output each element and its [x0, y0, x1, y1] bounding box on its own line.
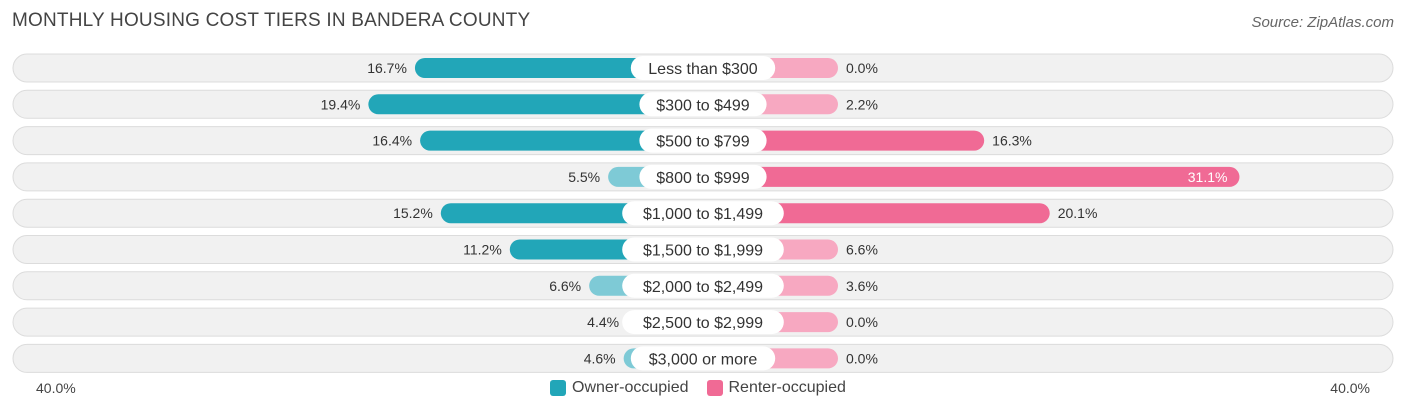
category-label: $1,500 to $1,999: [643, 243, 763, 260]
legend-owner-label: Owner-occupied: [572, 379, 689, 396]
legend-owner: Owner-occupied: [550, 379, 689, 397]
category-label-box: [639, 128, 767, 153]
legend-renter-label: Renter-occupied: [728, 379, 846, 396]
category-label-box: [622, 201, 784, 226]
owner-bar: [368, 94, 703, 115]
owner-value-label: 4.6%: [584, 350, 616, 366]
legend-renter: Renter-occupied: [706, 379, 846, 397]
category-label: $3,000 or more: [649, 351, 758, 368]
legend-renter-swatch: [706, 380, 723, 396]
category-label-box: [630, 56, 776, 80]
owner-bar: [420, 130, 703, 151]
category-label: $300 to $499: [656, 97, 750, 114]
category-label: $800 to $999: [656, 170, 750, 187]
renter-value-label: 2.2%: [846, 96, 878, 112]
renter-value-label: 0.0%: [846, 350, 878, 366]
owner-value-label: 15.2%: [393, 205, 433, 221]
owner-value-label: 16.4%: [372, 133, 412, 149]
renter-value-label: 20.1%: [1058, 205, 1098, 221]
category-label-box: [630, 346, 776, 371]
chart-source: Source: ZipAtlas.com: [1251, 14, 1394, 31]
owner-value-label: 16.7%: [367, 60, 407, 76]
category-label-box: [622, 237, 784, 262]
category-label-box: [639, 92, 767, 117]
renter-value-label: 3.6%: [846, 278, 878, 294]
renter-value-label: 31.1%: [1188, 169, 1228, 185]
axis-right-label: 40.0%: [1330, 380, 1370, 396]
owner-value-label: 19.4%: [321, 96, 361, 112]
category-label: $2,000 to $2,499: [643, 279, 763, 296]
category-label-box: [639, 164, 767, 189]
category-label: Less than $300: [648, 61, 758, 78]
owner-value-label: 11.2%: [463, 242, 502, 258]
legend-owner-swatch: [550, 380, 566, 396]
renter-value-label: 16.3%: [992, 133, 1032, 149]
renter-value-label: 0.0%: [846, 314, 878, 330]
axis-left-label: 40.0%: [36, 380, 76, 396]
renter-bar: [703, 203, 1050, 224]
owner-value-label: 5.5%: [568, 169, 600, 185]
category-label: $2,500 to $2,999: [643, 315, 763, 332]
renter-value-label: 0.0%: [846, 60, 878, 76]
owner-bar: [414, 58, 703, 78]
renter-bar: [703, 130, 985, 151]
owner-value-label: 6.6%: [549, 278, 581, 294]
category-label-box: [622, 310, 784, 335]
renter-bar: [703, 166, 1240, 187]
category-label: $500 to $799: [656, 134, 750, 151]
category-label-box: [622, 273, 784, 298]
category-label: $1,000 to $1,499: [643, 206, 763, 223]
chart-title: MONTHLY HOUSING COST TIERS IN BANDERA CO…: [12, 10, 531, 31]
renter-value-label: 6.6%: [846, 242, 878, 258]
owner-value-label: 4.4%: [587, 314, 619, 330]
legend: Owner-occupied Renter-occupied: [550, 379, 864, 397]
